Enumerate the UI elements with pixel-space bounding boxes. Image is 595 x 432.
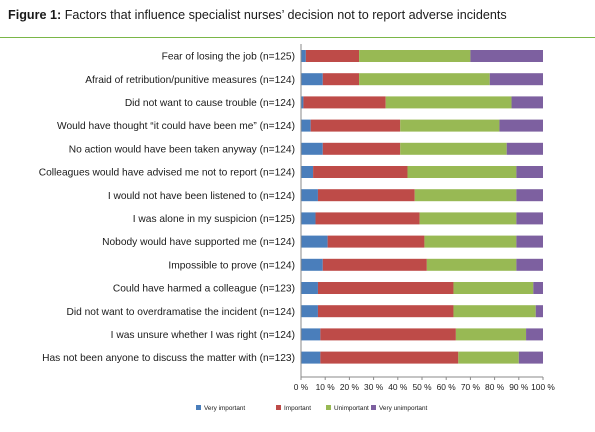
bar-important xyxy=(317,305,454,318)
x-tick-label: 90 % xyxy=(509,382,529,392)
legend-swatch xyxy=(371,405,376,410)
bar-very-unimportant xyxy=(516,258,543,271)
x-tick-label: 0 % xyxy=(294,382,309,392)
bar-very-unimportant xyxy=(506,142,543,155)
bar-unimportant xyxy=(455,328,527,341)
bar-important xyxy=(327,235,425,248)
category-label: Nobody would have supported me (n=124) xyxy=(102,237,295,248)
bar-very-unimportant xyxy=(511,96,543,109)
category-label: Afraid of retribution/punitive measures … xyxy=(85,75,295,86)
x-tick-label: 30 % xyxy=(364,382,384,392)
bar-very-important xyxy=(301,258,323,271)
figure-title: Figure 1: Factors that influence special… xyxy=(8,8,507,22)
legend-label: Important xyxy=(284,405,311,412)
bar-important xyxy=(322,258,427,271)
category-label: Has not been anyone to discuss the matte… xyxy=(42,353,295,364)
category-label: Would have thought “it could have been m… xyxy=(57,121,295,132)
bar-important xyxy=(305,50,360,62)
x-tick-label: 80 % xyxy=(485,382,505,392)
x-tick-label: 40 % xyxy=(388,382,408,392)
bar-very-unimportant xyxy=(526,328,543,341)
x-tick-label: 10 % xyxy=(316,382,336,392)
legend-label: Very important xyxy=(204,405,245,412)
bar-very-unimportant xyxy=(516,189,543,202)
x-tick-label: 100 % xyxy=(531,382,555,392)
bar-very-important xyxy=(301,119,311,132)
bar-important xyxy=(315,212,420,225)
bar-very-important xyxy=(301,50,306,62)
bar-important xyxy=(313,166,408,178)
bar-very-unimportant xyxy=(489,73,543,86)
bar-unimportant xyxy=(453,305,536,318)
x-tick-label: 60 % xyxy=(437,382,457,392)
legend-swatch xyxy=(326,405,331,410)
legend-swatch xyxy=(196,405,201,410)
bar-unimportant xyxy=(453,282,534,294)
bar-important xyxy=(317,282,454,294)
bar-very-important xyxy=(301,305,318,318)
bar-important xyxy=(303,96,386,109)
bar-very-important xyxy=(301,73,323,86)
category-label: I would not have been listened to (n=124… xyxy=(108,191,295,202)
title-divider xyxy=(0,37,595,38)
bar-very-important xyxy=(301,166,314,178)
bar-unimportant xyxy=(385,96,512,109)
category-label: No action would have been taken anyway (… xyxy=(69,144,295,155)
bar-important xyxy=(310,119,401,132)
bar-unimportant xyxy=(424,235,517,248)
bar-important xyxy=(320,351,459,364)
bar-unimportant xyxy=(400,142,507,155)
bar-very-unimportant xyxy=(518,351,543,364)
category-label: Did not want to cause trouble (n=124) xyxy=(125,98,295,109)
figure-title-text: Factors that influence specialist nurses… xyxy=(64,8,507,22)
x-tick-label: 20 % xyxy=(340,382,360,392)
bar-very-unimportant xyxy=(470,50,543,62)
bar-unimportant xyxy=(458,351,519,364)
bar-very-unimportant xyxy=(533,282,543,294)
bar-very-important xyxy=(301,96,304,109)
bar-very-important xyxy=(301,142,323,155)
bar-unimportant xyxy=(419,212,517,225)
bar-very-unimportant xyxy=(516,166,543,178)
category-label: I was unsure whether I was right (n=124) xyxy=(111,330,295,341)
bar-very-unimportant xyxy=(499,119,543,132)
x-tick-label: 70 % xyxy=(461,382,481,392)
legend-swatch xyxy=(276,405,281,410)
category-label: Did not want to overdramatise the incide… xyxy=(67,307,296,318)
x-tick-label: 50 % xyxy=(412,382,432,392)
bar-very-important xyxy=(301,189,318,202)
bar-very-unimportant xyxy=(516,235,543,248)
bar-unimportant xyxy=(407,166,517,178)
bar-very-important xyxy=(301,235,328,248)
bar-very-important xyxy=(301,282,318,294)
category-label: Could have harmed a colleague (n=123) xyxy=(113,284,295,295)
bar-very-important xyxy=(301,351,321,364)
category-label: Colleagues would have advised me not to … xyxy=(39,168,295,179)
bar-unimportant xyxy=(400,119,500,132)
bar-very-unimportant xyxy=(535,305,543,318)
bar-very-important xyxy=(301,328,321,341)
bar-unimportant xyxy=(414,189,517,202)
bar-important xyxy=(320,328,456,341)
category-label: Fear of losing the job (n=125) xyxy=(162,52,295,63)
legend-label: Very unimportant xyxy=(379,405,428,412)
bar-important xyxy=(322,73,360,86)
stacked-bar-chart: Fear of losing the job (n=125) Afraid of … xyxy=(39,44,555,412)
bar-very-unimportant xyxy=(516,212,543,225)
bar-unimportant xyxy=(426,258,517,271)
figure-title-lead: Figure 1: xyxy=(8,8,62,22)
bar-important xyxy=(317,189,415,202)
category-label: Impossible to prove (n=124) xyxy=(168,260,295,271)
bar-very-important xyxy=(301,212,316,225)
bar-unimportant xyxy=(359,50,471,62)
legend-label: Unimportant xyxy=(334,405,369,412)
bar-important xyxy=(322,142,401,155)
category-label: I was alone in my suspicion (n=125) xyxy=(133,214,295,225)
bar-unimportant xyxy=(359,73,490,86)
